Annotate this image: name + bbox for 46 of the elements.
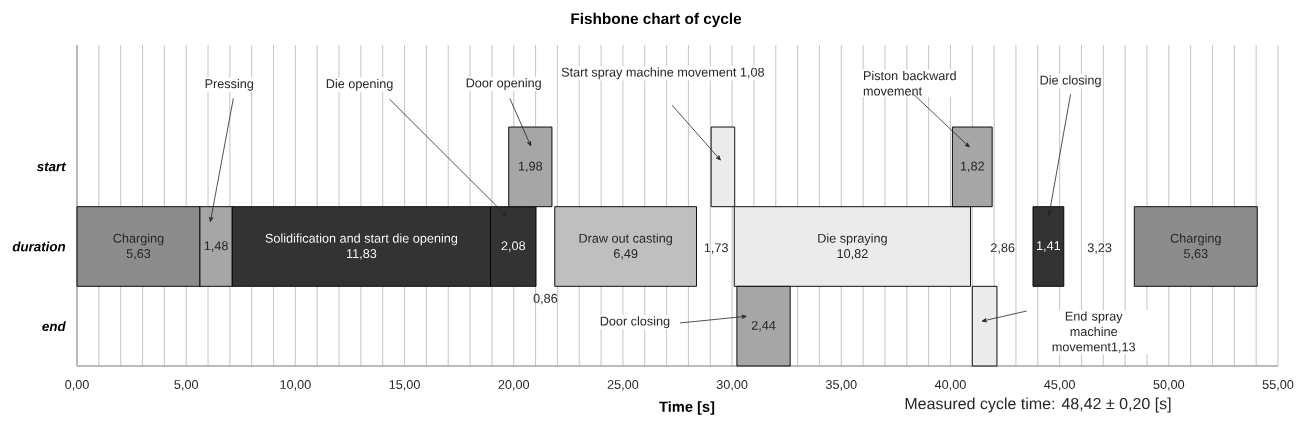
annotation: End spray machine movement1,13 [1052,311,1136,353]
x-tick-label: 45,00 [1044,380,1075,391]
x-tick-label: 40,00 [934,380,966,391]
text: Pressing [205,78,254,91]
data-label: 2,44 [751,320,776,332]
data-label: 1,41 [1037,241,1061,252]
data-label: 5,63 [1183,249,1208,260]
data-label: 6,49 [613,249,638,260]
x-tick-label: 10,00 [280,380,311,391]
data-label: 1,82 [960,161,984,173]
annotation: Door closing [600,316,670,329]
series-label: Draw out casting [579,233,672,246]
x-tick-label: 5,00 [174,380,199,391]
annotation: 2,86 [990,243,1015,254]
data-label: 11,83 [347,249,377,260]
x-tick-label: 25,00 [607,380,639,391]
data-label: 10,82 [837,249,868,260]
x-axis-title: Time [s] [659,401,715,415]
series-label: Solidification and start die opening [265,233,458,246]
x-tick-label: 20,00 [498,380,530,391]
text: Die opening [326,78,393,91]
annotation: 1,73 [704,243,728,254]
annotation: 0,86 [533,293,558,305]
x-tick-label: 15,00 [389,380,420,391]
y-tick-label: end [42,321,66,332]
x-tick-label: 30,00 [716,380,748,391]
x-tick-label: 50,00 [1153,380,1185,391]
x-tick-label: 0,00 [65,380,89,391]
x-tick-label: 55,00 [1262,380,1294,391]
y-tick-label: duration [12,241,66,252]
text: Piston backward movement [863,70,956,96]
data-label: 5,63 [126,249,151,260]
data-label: 1,98 [518,161,543,173]
x-tick-label: 35,00 [825,380,857,391]
series-label: Charging [113,233,164,246]
text: Start spray machine movement 1,08 [561,67,765,80]
chart-title: Fishbone chart of cycle [571,12,742,28]
y-tick-label: start [36,162,67,172]
text: Door opening [466,78,541,90]
text: Die closing [1040,75,1101,88]
data-label: 1,48 [204,241,228,252]
data-label: 2,08 [501,241,526,252]
annotation: 3,23 [1087,243,1112,254]
series-label: Die spraying [818,233,887,246]
text: Measured cycle time: 48,42 ± 0,20 [s] [905,397,1171,413]
series-label: Charging [1170,233,1221,246]
